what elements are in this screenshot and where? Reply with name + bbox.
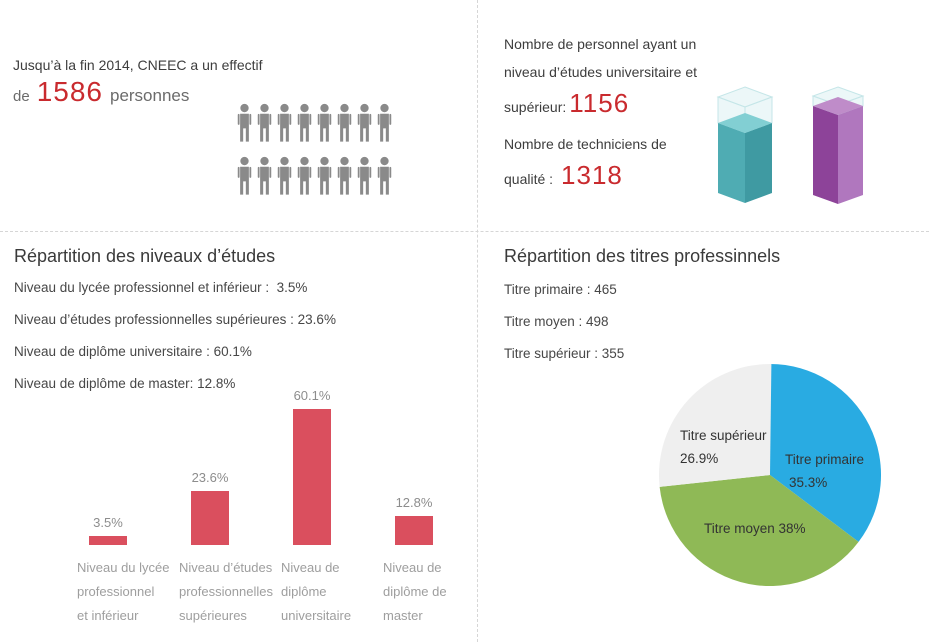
technician-value: 1318	[561, 160, 623, 190]
bar-category-label: Niveau d’études professionnelles supérieur…	[179, 560, 273, 623]
3d-columns-graphic	[716, 86, 865, 204]
technician-text-line: Nombre de techniciens de	[504, 136, 667, 152]
bar-value-label: 3.5%	[93, 515, 123, 530]
bar	[395, 516, 433, 545]
person-icon	[297, 156, 312, 195]
bar	[293, 409, 331, 545]
bar-column: 60.1% Niveau de diplôme universitaire	[261, 388, 363, 633]
titles-stat-line: Titre moyen : 498	[504, 314, 609, 329]
education-bar-chart: 3.5% Niveau du lycée professionnel et infér…	[57, 388, 465, 633]
person-icon	[377, 103, 392, 142]
teal-3d-column	[716, 86, 774, 203]
uni-staff-text-line1: Nombre de personnel ayant un	[504, 36, 697, 52]
bar-value-label: 60.1%	[293, 388, 331, 403]
bar	[89, 536, 127, 545]
titles-stat-line: Titre primaire : 465	[504, 282, 617, 297]
horizontal-dotted-divider	[0, 231, 929, 232]
bar-category-label: Niveau du lycée professionnel et inférieur	[77, 560, 170, 623]
person-icon	[357, 103, 372, 142]
titles-stat-list: Titre primaire : 465 Titre moyen : 498 T…	[504, 282, 624, 361]
person-icon	[237, 156, 252, 195]
education-stat-list: Niveau du lycée professionnel et inférie…	[14, 280, 336, 391]
bar-column: 12.8% Niveau de diplôme de master	[363, 388, 465, 633]
education-stat-line: Niveau d’études professionnelles supérie…	[14, 312, 336, 327]
uni-staff-value-line: supérieur: 1156	[504, 88, 629, 119]
education-stat-line: Niveau du lycée professionnel et inférie…	[14, 280, 308, 295]
uni-staff-value: 1156	[569, 88, 630, 118]
pie-slice-titre-supérieur	[658, 364, 772, 487]
person-icon	[357, 156, 372, 195]
titles-stat-line: Titre supérieur : 355	[504, 346, 625, 361]
person-icon	[317, 156, 332, 195]
bar-column: 3.5% Niveau du lycée professionnel et infér…	[57, 388, 170, 633]
bar	[191, 491, 229, 545]
pie-label-moyen: Titre moyen 38%	[704, 521, 806, 536]
education-section-title: Répartition des niveaux d’études	[14, 246, 276, 266]
pie-label-primaire: Titre primaire 35.3%	[785, 452, 865, 490]
bar-value-label: 23.6%	[191, 470, 229, 485]
education-stat-line: Niveau de diplôme universitaire : 60.1%	[14, 344, 252, 359]
person-icon	[257, 156, 272, 195]
headcount-suffix: personnes	[109, 86, 190, 105]
headcount-line: de 1586 personnes	[13, 76, 189, 108]
person-icon	[237, 103, 252, 142]
pie-slice-titre-primaire	[770, 364, 882, 542]
technician-value-prefix: qualité :	[504, 171, 554, 187]
person-icon	[277, 103, 292, 142]
bar-category-label: Niveau de diplôme universitaire	[281, 560, 352, 623]
person-icon	[277, 156, 292, 195]
person-icon	[257, 103, 272, 142]
uni-staff-value-prefix: supérieur:	[504, 99, 567, 115]
person-icon	[337, 156, 352, 195]
intro-text: Jusqu’à la fin 2014, CNEEC a un effectif	[13, 57, 263, 73]
bar-column: 23.6% Niveau d’études professionnelles supé…	[159, 388, 273, 633]
person-icon	[377, 156, 392, 195]
person-icon	[337, 103, 352, 142]
person-icon	[297, 103, 312, 142]
pie-slice-titre-moyen	[659, 475, 859, 587]
pie-label-superieur: Titre supérieur 26.9%	[680, 428, 767, 466]
uni-staff-text-line2: niveau d’études universitaire et	[504, 64, 698, 80]
people-grid	[235, 103, 395, 203]
vertical-dotted-divider	[477, 0, 478, 642]
technician-value-line: qualité : 1318	[504, 160, 623, 191]
titles-pie-chart	[658, 364, 882, 587]
bar-value-label: 12.8%	[395, 495, 433, 510]
titles-section-title: Répartition des titres professinnels	[504, 246, 781, 266]
headcount-value: 1586	[36, 76, 103, 107]
education-stat-line: Niveau de diplôme de master: 12.8%	[14, 376, 236, 391]
purple-3d-column	[811, 86, 865, 204]
bar-category-label: Niveau de diplôme de master	[383, 560, 447, 623]
person-icon	[317, 103, 332, 142]
headcount-prefix: de	[13, 88, 30, 105]
